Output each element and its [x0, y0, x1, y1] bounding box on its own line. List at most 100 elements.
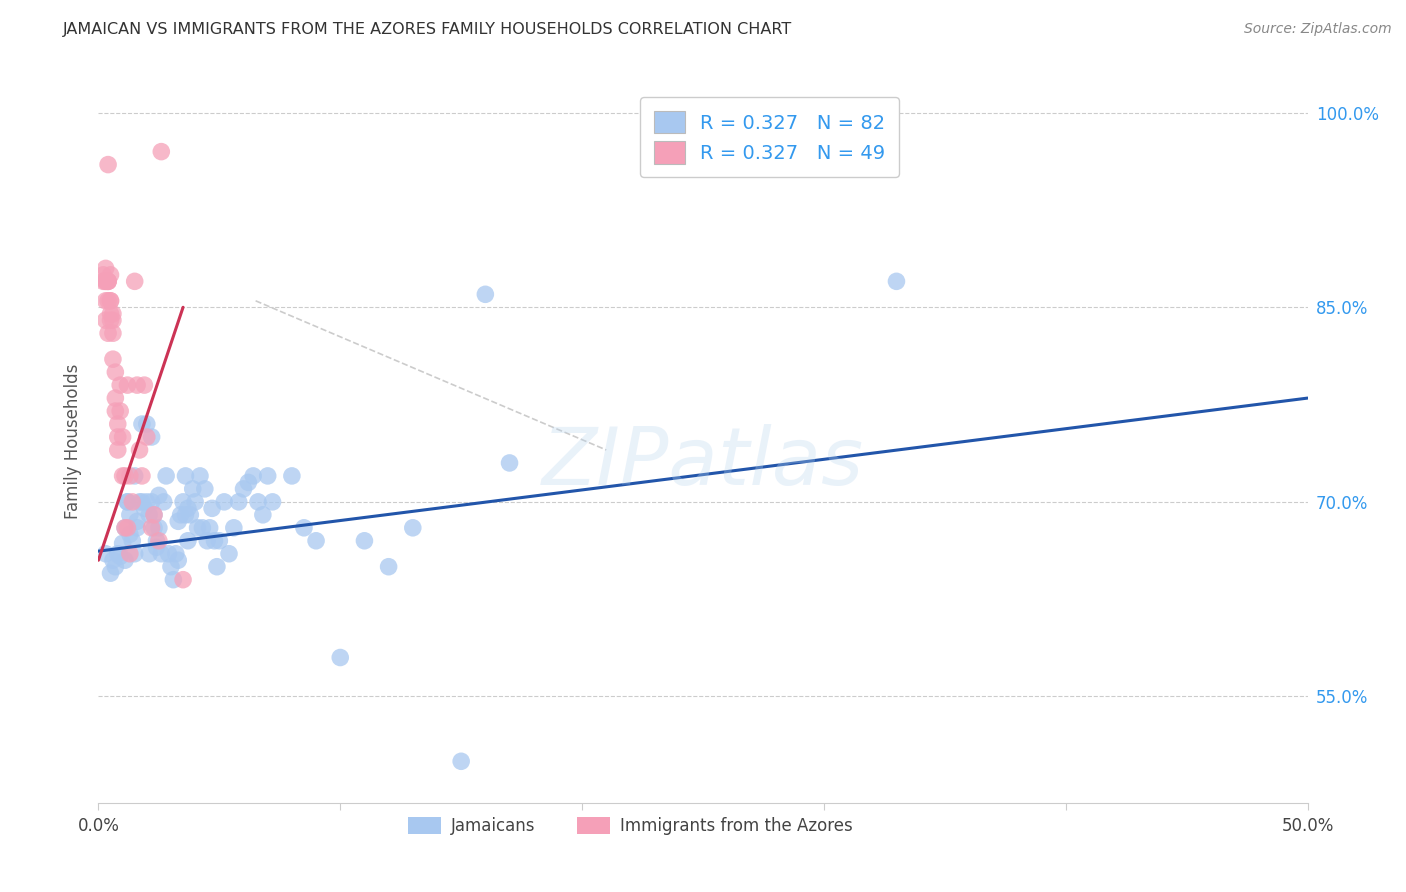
- Point: [100, 313, 122, 327]
- Point: [91, 274, 114, 288]
- Point: [148, 521, 170, 535]
- Point: [101, 553, 124, 567]
- Point: [104, 404, 127, 418]
- Point: [127, 378, 149, 392]
- Point: [138, 547, 160, 561]
- Point: [131, 495, 153, 509]
- Point: [150, 145, 173, 159]
- Point: [117, 378, 139, 392]
- Point: [101, 352, 124, 367]
- Point: [450, 754, 472, 768]
- Point: [118, 527, 141, 541]
- Point: [135, 430, 157, 444]
- Point: [121, 533, 143, 548]
- Point: [292, 521, 315, 535]
- Point: [107, 417, 129, 431]
- Point: [238, 475, 260, 490]
- Point: [143, 508, 166, 522]
- Point: [157, 547, 180, 561]
- Point: [97, 158, 120, 172]
- Point: [305, 533, 328, 548]
- Y-axis label: Family Households: Family Households: [65, 364, 83, 519]
- Point: [101, 326, 124, 341]
- Point: [100, 307, 122, 321]
- Point: [107, 442, 129, 457]
- Point: [114, 521, 136, 535]
- Point: [353, 533, 375, 548]
- Point: [135, 495, 157, 509]
- Point: [242, 469, 264, 483]
- Point: [118, 508, 141, 522]
- Point: [117, 495, 139, 509]
- Point: [228, 495, 250, 509]
- Point: [262, 495, 284, 509]
- Point: [247, 495, 270, 509]
- Point: [141, 521, 163, 535]
- Point: [150, 547, 173, 561]
- Point: [187, 521, 209, 535]
- Point: [174, 508, 197, 522]
- Point: [886, 274, 908, 288]
- Point: [148, 533, 170, 548]
- Point: [138, 508, 160, 522]
- Point: [222, 521, 245, 535]
- Point: [100, 566, 122, 581]
- Point: [143, 521, 166, 535]
- Point: [107, 430, 129, 444]
- Point: [498, 456, 520, 470]
- Point: [152, 495, 174, 509]
- Point: [101, 307, 124, 321]
- Point: [329, 650, 352, 665]
- Point: [402, 521, 425, 535]
- Point: [100, 293, 122, 308]
- Point: [169, 508, 191, 522]
- Point: [94, 261, 117, 276]
- Point: [188, 469, 211, 483]
- Point: [208, 533, 231, 548]
- Point: [167, 514, 190, 528]
- Point: [128, 442, 150, 457]
- Point: [172, 495, 194, 509]
- Point: [135, 417, 157, 431]
- Point: [148, 488, 170, 502]
- Point: [124, 547, 146, 561]
- Point: [117, 521, 139, 535]
- Point: [117, 495, 139, 509]
- Point: [108, 549, 131, 564]
- Point: [134, 501, 156, 516]
- Point: [191, 521, 214, 535]
- Point: [201, 501, 224, 516]
- Text: Source: ZipAtlas.com: Source: ZipAtlas.com: [1244, 22, 1392, 37]
- Point: [94, 274, 117, 288]
- Point: [101, 313, 124, 327]
- Point: [114, 521, 136, 535]
- Point: [127, 514, 149, 528]
- Point: [179, 508, 201, 522]
- Point: [104, 559, 127, 574]
- Text: JAMAICAN VS IMMIGRANTS FROM THE AZORES FAMILY HOUSEHOLDS CORRELATION CHART: JAMAICAN VS IMMIGRANTS FROM THE AZORES F…: [63, 22, 793, 37]
- Point: [145, 533, 167, 548]
- Point: [100, 268, 122, 282]
- Point: [145, 541, 167, 555]
- Point: [107, 547, 129, 561]
- Point: [97, 274, 120, 288]
- Point: [195, 533, 218, 548]
- Point: [94, 293, 117, 308]
- Point: [111, 430, 134, 444]
- Text: ZIPatlas: ZIPatlas: [541, 425, 865, 502]
- Point: [121, 495, 143, 509]
- Point: [91, 268, 114, 282]
- Point: [100, 293, 122, 308]
- Point: [124, 469, 146, 483]
- Point: [177, 501, 200, 516]
- Point: [97, 274, 120, 288]
- Point: [172, 573, 194, 587]
- Point: [104, 365, 127, 379]
- Point: [256, 469, 278, 483]
- Point: [127, 521, 149, 535]
- Point: [160, 559, 183, 574]
- Point: [97, 274, 120, 288]
- Point: [104, 391, 127, 405]
- Point: [114, 469, 136, 483]
- Point: [165, 547, 187, 561]
